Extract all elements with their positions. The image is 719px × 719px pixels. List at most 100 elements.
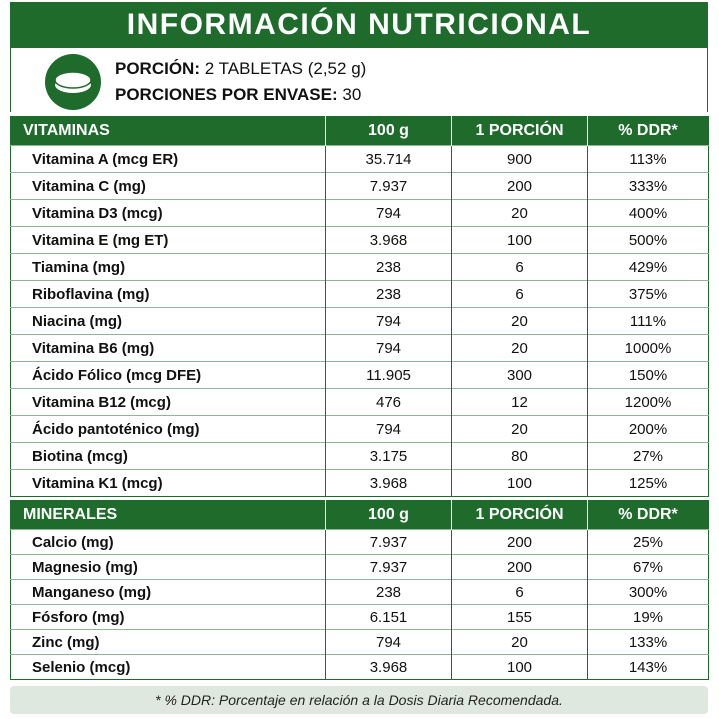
value-portion: 6	[451, 253, 588, 281]
table-row: Vitamina B12 (mcg) 476 12 1200%	[10, 388, 709, 416]
nutrient-name: Vitamina B12 (mcg)	[10, 388, 326, 416]
table-row: Tiamina (mg) 238 6 429%	[10, 253, 709, 281]
value-100g: 7.937	[325, 172, 452, 200]
value-ddr: 113%	[587, 145, 709, 173]
nutrient-name: Calcio (mg)	[10, 529, 326, 555]
value-100g: 794	[325, 415, 452, 443]
value-ddr: 19%	[587, 604, 709, 630]
nutrient-name: Tiamina (mg)	[10, 253, 326, 281]
value-ddr: 200%	[587, 415, 709, 443]
value-ddr: 1000%	[587, 334, 709, 362]
value-ddr: 67%	[587, 554, 709, 580]
value-100g: 794	[325, 334, 452, 362]
value-100g: 3.968	[325, 226, 452, 254]
value-ddr: 300%	[587, 579, 709, 605]
nutrient-name: Ácido Fólico (mcg DFE)	[10, 361, 326, 389]
value-portion: 300	[451, 361, 588, 389]
vitamins-header-name: VITAMINAS	[10, 116, 326, 146]
value-100g: 3.175	[325, 442, 452, 470]
value-portion: 6	[451, 579, 588, 605]
table-row: Vitamina K1 (mcg) 3.968 100 125%	[10, 469, 709, 497]
value-ddr: 143%	[587, 654, 709, 680]
page-title: INFORMACIÓN NUTRICIONAL	[10, 2, 708, 48]
value-100g: 11.905	[325, 361, 452, 389]
value-ddr: 133%	[587, 629, 709, 655]
value-ddr: 400%	[587, 199, 709, 227]
value-100g: 35.714	[325, 145, 452, 173]
nutrient-name: Fósforo (mg)	[10, 604, 326, 630]
value-portion: 900	[451, 145, 588, 173]
value-ddr: 111%	[587, 307, 709, 335]
value-100g: 238	[325, 253, 452, 281]
value-ddr: 150%	[587, 361, 709, 389]
value-portion: 200	[451, 554, 588, 580]
vitamins-header-100g: 100 g	[325, 116, 452, 146]
value-ddr: 27%	[587, 442, 709, 470]
value-100g: 238	[325, 579, 452, 605]
tablet-icon	[45, 54, 101, 110]
portion-value: 2 TABLETAS (2,52 g)	[204, 59, 367, 78]
minerals-header-row: MINERALES 100 g 1 PORCIÓN % DDR*	[10, 500, 709, 530]
vitamins-header-ddr: % DDR*	[587, 116, 709, 146]
value-100g: 3.968	[325, 654, 452, 680]
nutrient-name: Vitamina K1 (mcg)	[10, 469, 326, 497]
vitamins-header-portion: 1 PORCIÓN	[451, 116, 588, 146]
vitamins-table: VITAMINAS 100 g 1 PORCIÓN % DDR* Vitamin…	[10, 116, 709, 497]
servings-label: PORCIONES POR ENVASE:	[115, 85, 338, 104]
table-row: Selenio (mcg) 3.968 100 143%	[10, 654, 709, 680]
nutrient-name: Ácido pantoténico (mg)	[10, 415, 326, 443]
nutrient-name: Vitamina A (mcg ER)	[10, 145, 326, 173]
value-portion: 20	[451, 415, 588, 443]
value-ddr: 25%	[587, 529, 709, 555]
value-portion: 12	[451, 388, 588, 416]
table-row: Fósforo (mg) 6.151 155 19%	[10, 604, 709, 630]
table-row: Vitamina D3 (mcg) 794 20 400%	[10, 199, 709, 227]
value-ddr: 375%	[587, 280, 709, 308]
minerals-header-100g: 100 g	[325, 500, 452, 530]
nutrient-name: Vitamina C (mg)	[10, 172, 326, 200]
table-row: Niacina (mg) 794 20 111%	[10, 307, 709, 335]
servings-line: PORCIONES POR ENVASE: 30	[115, 85, 361, 105]
value-100g: 3.968	[325, 469, 452, 497]
value-100g: 794	[325, 307, 452, 335]
value-ddr: 125%	[587, 469, 709, 497]
minerals-header-ddr: % DDR*	[587, 500, 709, 530]
nutrient-name: Vitamina D3 (mcg)	[10, 199, 326, 227]
value-portion: 100	[451, 226, 588, 254]
nutrient-name: Selenio (mcg)	[10, 654, 326, 680]
value-portion: 155	[451, 604, 588, 630]
nutrient-name: Vitamina B6 (mg)	[10, 334, 326, 362]
footnote: * % DDR: Porcentaje en relación a la Dos…	[10, 686, 708, 714]
value-portion: 20	[451, 307, 588, 335]
nutrient-name: Zinc (mg)	[10, 629, 326, 655]
vitamins-header-row: VITAMINAS 100 g 1 PORCIÓN % DDR*	[10, 116, 709, 146]
value-100g: 794	[325, 199, 452, 227]
value-portion: 200	[451, 529, 588, 555]
nutrient-name: Vitamina E (mg ET)	[10, 226, 326, 254]
value-ddr: 333%	[587, 172, 709, 200]
value-portion: 20	[451, 629, 588, 655]
table-row: Vitamina A (mcg ER) 35.714 900 113%	[10, 145, 709, 173]
value-ddr: 429%	[587, 253, 709, 281]
nutrient-name: Niacina (mg)	[10, 307, 326, 335]
table-row: Calcio (mg) 7.937 200 25%	[10, 529, 709, 555]
table-row: Ácido pantoténico (mg) 794 20 200%	[10, 415, 709, 443]
nutrient-name: Magnesio (mg)	[10, 554, 326, 580]
nutrient-name: Manganeso (mg)	[10, 579, 326, 605]
table-row: Riboflavina (mg) 238 6 375%	[10, 280, 709, 308]
value-portion: 100	[451, 654, 588, 680]
table-row: Zinc (mg) 794 20 133%	[10, 629, 709, 655]
table-row: Ácido Fólico (mcg DFE) 11.905 300 150%	[10, 361, 709, 389]
table-row: Biotina (mcg) 3.175 80 27%	[10, 442, 709, 470]
value-100g: 476	[325, 388, 452, 416]
value-portion: 100	[451, 469, 588, 497]
minerals-header-portion: 1 PORCIÓN	[451, 500, 588, 530]
minerals-header-name: MINERALES	[10, 500, 326, 530]
nutrient-name: Riboflavina (mg)	[10, 280, 326, 308]
value-portion: 80	[451, 442, 588, 470]
portion-line: PORCIÓN: 2 TABLETAS (2,52 g)	[115, 59, 366, 79]
value-ddr: 500%	[587, 226, 709, 254]
value-portion: 200	[451, 172, 588, 200]
portion-label: PORCIÓN:	[115, 59, 200, 78]
table-row: Vitamina E (mg ET) 3.968 100 500%	[10, 226, 709, 254]
